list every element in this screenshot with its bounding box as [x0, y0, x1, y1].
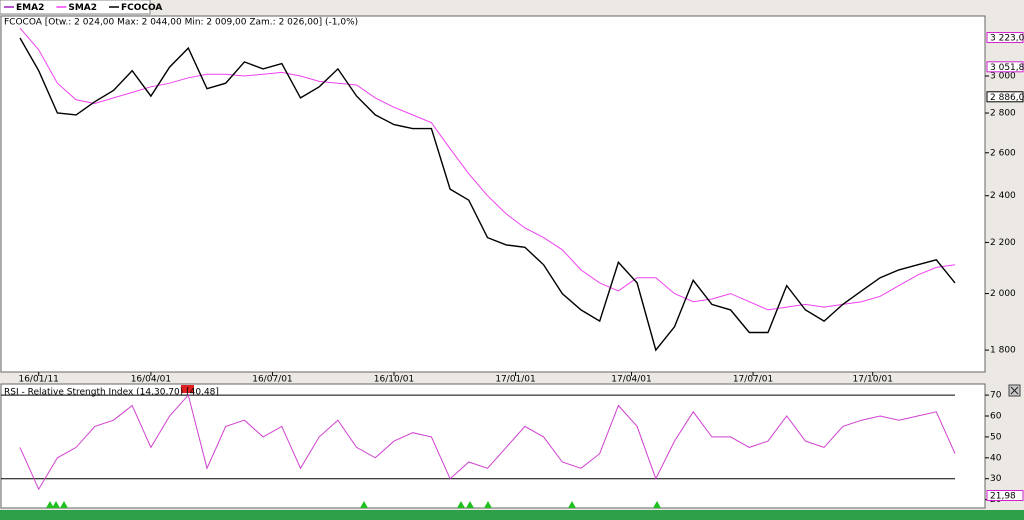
x-tick-label: 16/04/01: [131, 375, 171, 385]
y-tick-label: 60: [990, 411, 1002, 421]
y-tick-label: 50: [990, 432, 1002, 442]
legend-bar: [0, 0, 151, 15]
buy-signal: [46, 501, 54, 508]
legend-label: SMA2: [68, 3, 97, 13]
value-box-label: 21,98: [990, 491, 1016, 501]
y-tick-label: 2 600: [990, 148, 1016, 158]
y-tick-label: 70: [990, 391, 1002, 401]
y-tick-label: 1 800: [990, 346, 1016, 356]
value-box-label: 2 886,00: [990, 93, 1024, 103]
x-tick-label: 16/07/01: [252, 375, 292, 385]
buy-signal: [568, 501, 576, 508]
buy-signal: [466, 501, 474, 508]
value-box: [986, 32, 1024, 44]
value-box: [986, 489, 1024, 501]
series-line: [19, 394, 956, 491]
y-tick-label: 2 000: [990, 289, 1016, 299]
y-tick-label: 2 400: [990, 191, 1016, 201]
sell-signal: [181, 385, 194, 393]
y-tick-label: 2 200: [990, 238, 1016, 248]
x-tick-label: 17/04/01: [611, 375, 651, 385]
y-tick-label: 40: [990, 453, 1002, 463]
legend-label: EMA2: [16, 3, 44, 13]
value-box: [986, 91, 1024, 103]
x-tick-label: 16/01/11: [18, 375, 58, 385]
buy-signal: [60, 501, 68, 508]
y-tick-label: 3 000: [990, 72, 1016, 82]
buy-signal: [653, 501, 661, 508]
y-tick-label: 30: [990, 474, 1002, 484]
x-tick-label: 16/10/01: [374, 375, 414, 385]
x-tick-label: 17/07/01: [733, 375, 773, 385]
close-icon: [1010, 386, 1019, 395]
x-tick-label: 17/10/01: [853, 375, 893, 385]
legend-label: FCOCOA: [121, 3, 162, 13]
buy-signals: [46, 501, 661, 508]
rsi-title: RSI - Relative Strength Index (14,30,70)…: [4, 388, 219, 398]
buy-signal: [52, 501, 60, 508]
price-title: FCOCOA [Otw.: 2 024,00 Max: 2 044,00 Min…: [4, 18, 358, 28]
value-box: [986, 61, 1024, 73]
buy-signal: [457, 501, 465, 508]
status-strip: [0, 510, 1024, 520]
price-panel: [0, 15, 986, 373]
value-box-label: 3 223,02: [990, 34, 1024, 44]
buy-signal: [360, 501, 368, 508]
buy-signal: [484, 501, 492, 508]
value-box-label: 3 051,85: [990, 63, 1024, 73]
y-tick-label: 2 800: [990, 109, 1016, 119]
rsi-panel: [0, 383, 986, 509]
x-tick-label: 17/01/01: [495, 375, 535, 385]
series-line: [19, 37, 956, 352]
series-line: [19, 27, 956, 311]
